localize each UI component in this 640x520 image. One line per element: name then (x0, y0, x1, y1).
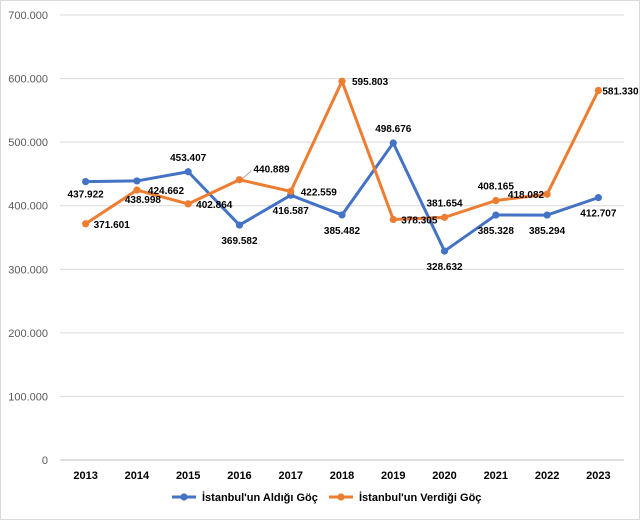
data-label: 378.305 (401, 216, 438, 227)
data-label: 369.582 (221, 236, 258, 247)
x-tick-label: 2016 (227, 470, 251, 482)
y-axis: 0 100.000 200.000 300.000 400.000 500.000 600.… (8, 10, 48, 467)
x-tick-label: 2015 (176, 470, 200, 482)
legend-label: İstanbul'un Verdiği Göç (359, 491, 481, 504)
y-tick-label: 100.000 (8, 391, 48, 403)
x-tick-label: 2022 (535, 470, 559, 482)
data-point (594, 86, 602, 95)
data-label: 416.587 (273, 206, 310, 217)
data-point (235, 221, 244, 229)
data-point (338, 211, 346, 219)
data-point (82, 178, 90, 186)
legend-label: İstanbul'un Aldığı Göç (202, 491, 318, 504)
data-point (184, 200, 192, 208)
data-point (492, 211, 500, 219)
data-label: 418.082 (508, 190, 545, 201)
data-labels: 437.922 438.998 453.407 369.582 416.587 385.4… (68, 77, 639, 273)
data-point (133, 177, 141, 185)
y-tick-label: 300.000 (8, 264, 48, 276)
legend: İstanbul'un Aldığı Göç İstanbul'un Verdiğ… (172, 491, 481, 504)
data-point (543, 211, 551, 219)
y-tick-label: 500.000 (8, 137, 48, 149)
data-label: 453.407 (170, 153, 207, 164)
data-label: 581.330 (602, 86, 639, 97)
data-point (543, 190, 551, 198)
legend-swatch-marker (337, 493, 345, 501)
x-tick-label: 2013 (73, 470, 97, 482)
x-tick-label: 2017 (278, 470, 302, 482)
data-label: 385.482 (324, 226, 361, 237)
data-point (235, 176, 244, 184)
data-label: 381.654 (426, 198, 463, 209)
data-label: 595.803 (352, 77, 389, 88)
x-tick-label: 2023 (586, 470, 610, 482)
data-point (287, 187, 295, 195)
x-tick-label: 2021 (484, 470, 508, 482)
series-line (84, 79, 600, 226)
data-label: 385.328 (478, 226, 515, 237)
y-tick-label: 600.000 (8, 74, 48, 86)
data-label: 424.662 (148, 186, 185, 197)
data-label: 385.294 (529, 226, 566, 237)
data-point (82, 220, 90, 228)
y-tick-label: 700.000 (8, 10, 48, 22)
data-label: 422.559 (301, 187, 338, 198)
data-label: 498.676 (375, 124, 412, 135)
y-tick-label: 400.000 (8, 201, 48, 213)
y-tick-label: 0 (42, 455, 48, 467)
data-point (389, 215, 397, 224)
data-label: 408.165 (478, 182, 515, 193)
x-tick-label: 2014 (125, 470, 150, 482)
x-tick-label: 2020 (432, 470, 456, 482)
data-label: 440.889 (253, 165, 290, 176)
data-label: 328.632 (426, 262, 463, 273)
data-label: 412.707 (580, 209, 617, 220)
data-point (389, 139, 397, 147)
data-point (440, 213, 449, 221)
data-label: 371.601 (94, 220, 131, 231)
data-point (338, 77, 346, 85)
legend-swatch-marker (180, 493, 188, 501)
data-point (594, 194, 602, 202)
x-tick-label: 2018 (330, 470, 354, 482)
data-point (184, 168, 192, 176)
leader-line (242, 170, 252, 180)
gridlines (60, 14, 624, 461)
data-label: 402.864 (196, 200, 233, 211)
y-tick-label: 200.000 (8, 328, 48, 340)
x-tick-label: 2019 (381, 470, 405, 482)
data-point (492, 196, 500, 205)
plot-area (82, 77, 602, 255)
data-label: 437.922 (68, 190, 105, 201)
data-label: 438.998 (125, 195, 162, 206)
data-point (440, 247, 449, 255)
x-axis: 2013 2014 2015 2016 2017 2018 2019 2020 2021 2022… (73, 470, 610, 482)
data-point (133, 186, 141, 194)
